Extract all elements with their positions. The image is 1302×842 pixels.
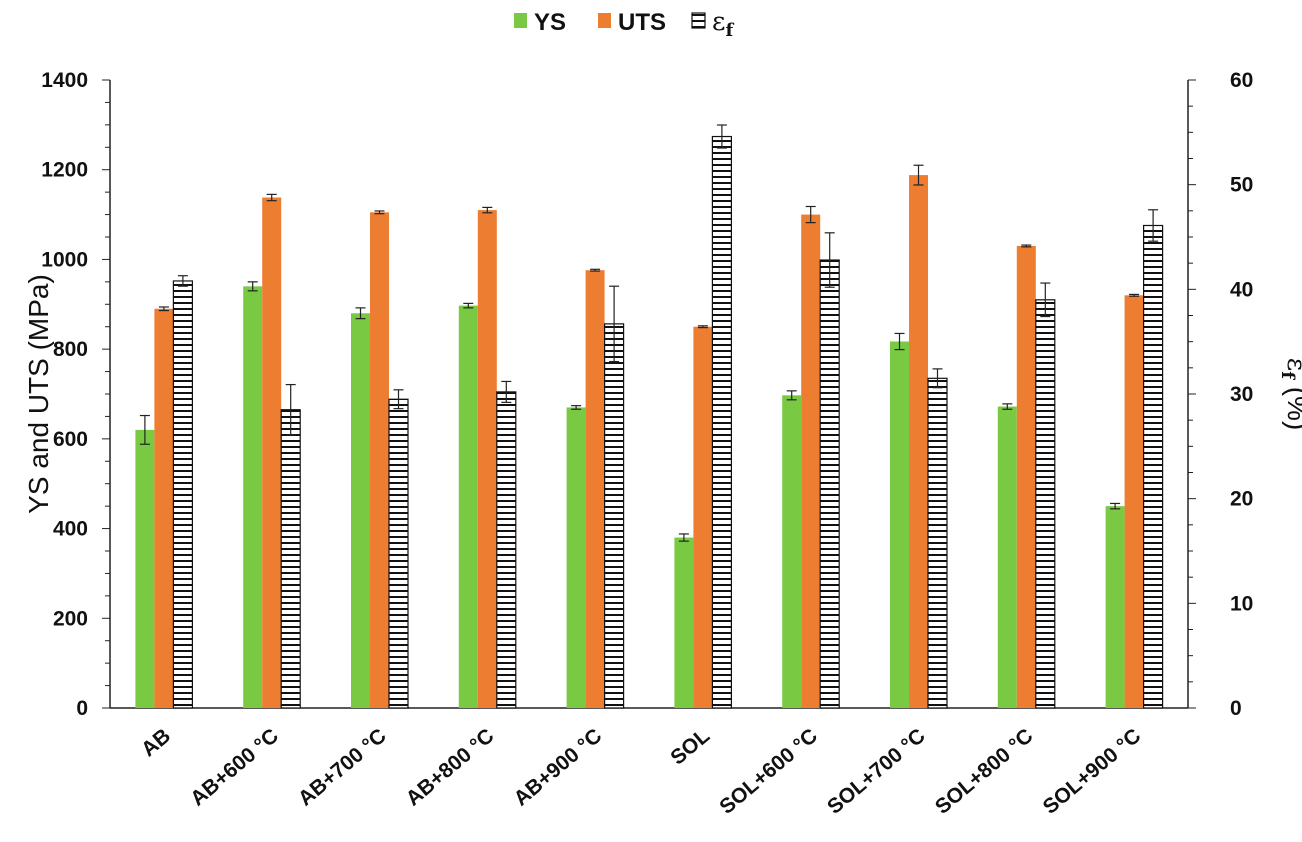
bar-uts [370, 212, 389, 709]
bar-ys [243, 286, 263, 708]
category-label: AB+900 °C [510, 724, 607, 810]
bar-f [819, 259, 840, 709]
bar-ys [674, 537, 694, 708]
bar-ys [997, 406, 1017, 708]
bar-uts [477, 210, 497, 709]
category-label: SOL+900 °C [1039, 724, 1146, 819]
right-axis-title-unit: (%) [1282, 379, 1302, 430]
bar-f [172, 280, 193, 709]
left-tick-label: 200 [53, 607, 88, 630]
bar-ys [890, 341, 909, 708]
legend: YS UTS εf [514, 7, 734, 41]
bars [135, 124, 1164, 709]
right-tick-label: 60 [1230, 69, 1253, 92]
left-tick-label: 1400 [41, 69, 88, 92]
bar-ys [1105, 506, 1125, 708]
bar-uts [693, 326, 713, 708]
legend-swatch [691, 12, 706, 29]
bar-uts [154, 308, 174, 708]
bar-f [711, 135, 733, 709]
category-label: SOL+700 °C [823, 724, 930, 819]
legend-label-subscript: f [725, 20, 734, 41]
bar-uts [1124, 295, 1144, 708]
left-tick-label: 400 [53, 518, 88, 541]
legend-swatch [514, 13, 527, 28]
bar-f [603, 323, 625, 709]
left-tick-label: 0 [76, 697, 88, 720]
right-axis-title-subscript: f [1277, 371, 1298, 380]
legend-label: εf [712, 7, 734, 41]
bar-ys [351, 313, 370, 708]
bar-ys [458, 305, 478, 708]
left-tick-label: 1200 [41, 159, 88, 182]
bar-ys [566, 407, 586, 708]
bar-f [1142, 224, 1164, 709]
bar-f [280, 409, 301, 709]
left-tick-label: 1000 [41, 248, 88, 271]
bar-uts [262, 197, 282, 709]
bar-f [1035, 299, 1056, 709]
bar-uts [909, 175, 928, 708]
right-tick-label: 30 [1230, 383, 1253, 406]
category-label: SOL [666, 724, 714, 769]
bar-f [496, 391, 517, 709]
category-label: AB [137, 724, 175, 761]
legend-label: UTS [618, 9, 666, 36]
left-tick-label: 800 [53, 338, 88, 361]
legend-label-symbol: ε [712, 7, 725, 37]
right-tick-label: 50 [1230, 174, 1253, 197]
bar-uts [801, 214, 821, 709]
category-label: AB+800 °C [402, 724, 499, 810]
legend-label: YS [534, 9, 566, 36]
bar-ys [135, 429, 155, 708]
right-tick-label: 20 [1230, 488, 1253, 511]
right-tick-label: 0 [1230, 697, 1242, 720]
bar-ys [782, 395, 802, 708]
bar-uts [1016, 245, 1036, 708]
right-tick-label: 40 [1230, 278, 1253, 301]
right-tick-label: 10 [1230, 592, 1253, 615]
category-label: SOL+800 °C [931, 724, 1038, 819]
category-label: SOL+600 °C [715, 724, 822, 819]
right-axis-title-symbol: ε [1281, 358, 1302, 371]
category-label: AB+700 °C [294, 724, 391, 810]
bar-uts [585, 270, 605, 708]
legend-swatch [598, 13, 611, 28]
left-axis-title: YS and UTS (MPa) [23, 274, 54, 514]
bar-f [927, 377, 948, 709]
right-axis-title: εf (%) [1277, 358, 1302, 431]
left-tick-label: 600 [53, 428, 88, 451]
labels: AB AB+600 °C AB+700 °C AB+800 °C AB+900 °C SO… [137, 724, 1145, 819]
category-label: AB+600 °C [186, 724, 283, 810]
bar-f [388, 398, 409, 709]
